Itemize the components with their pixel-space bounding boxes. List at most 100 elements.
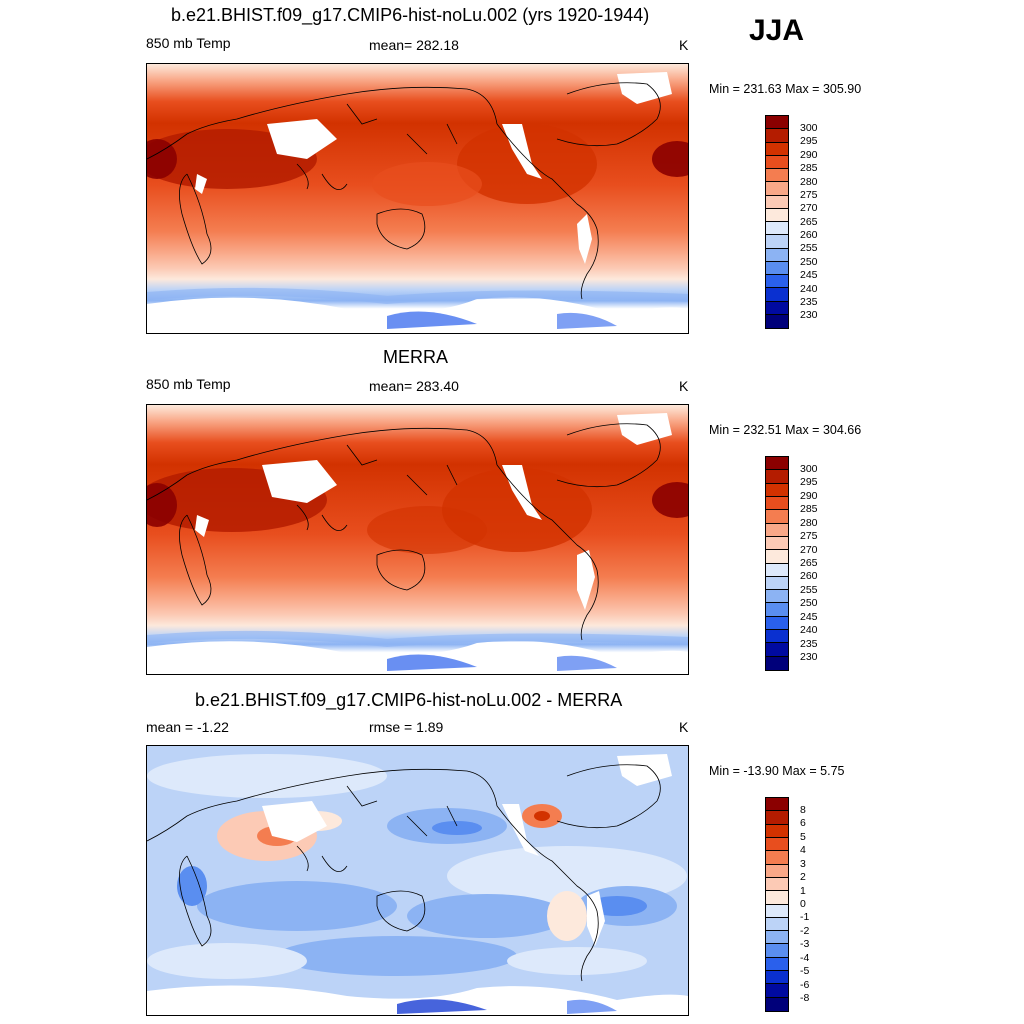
panel1-cbar-label: 235 (800, 296, 818, 308)
panel2-cbar-label: 265 (800, 557, 818, 569)
colorbar-swatch (766, 314, 788, 328)
panel2-cbar-label: 255 (800, 584, 818, 596)
colorbar-swatch (766, 129, 788, 143)
panel1-cbar-label: 250 (800, 256, 818, 268)
panel2-cbar-label: 245 (800, 611, 818, 623)
panel3-cbar-label: -1 (800, 911, 810, 923)
panel2-cbar-label: 235 (800, 638, 818, 650)
panel3-cbar-label: 0 (800, 898, 806, 910)
panel3-colorbar (765, 797, 789, 1012)
panel1-missing-tibet (267, 119, 337, 159)
colorbar-swatch (766, 510, 788, 524)
panel3-cbar-label: -5 (800, 965, 810, 977)
colorbar-swatch (766, 971, 788, 985)
colorbar-swatch (766, 248, 788, 262)
panel1-cbar-label: 295 (800, 135, 818, 147)
colorbar-swatch (766, 155, 788, 169)
panel3-cbar-label: -2 (800, 925, 810, 937)
panel1-cbar-label: 285 (800, 162, 818, 174)
panel2-cbar-label: 230 (800, 651, 818, 663)
panel1-coastlines (147, 82, 661, 300)
panel3-missing-tibet (262, 801, 327, 842)
panel3-map (146, 745, 689, 1016)
colorbar-swatch (766, 837, 788, 852)
colorbar-swatch (766, 917, 788, 932)
panel2-coastlines (147, 423, 661, 641)
colorbar-swatch (766, 142, 788, 156)
panel3-mean-label: mean = -1.22 (146, 719, 229, 735)
colorbar-swatch (766, 643, 788, 657)
colorbar-swatch (766, 590, 788, 604)
panel2-cbar-label: 295 (800, 476, 818, 488)
colorbar-swatch (766, 576, 788, 591)
panel2-cbar-label: 300 (800, 463, 818, 475)
colorbar-swatch (766, 483, 788, 497)
panel3-cbar-label: 3 (800, 858, 806, 870)
colorbar-swatch (766, 877, 788, 892)
colorbar-swatch (766, 275, 788, 289)
colorbar-swatch (766, 656, 788, 670)
colorbar-swatch (766, 301, 788, 315)
panel1-cbar-label: 265 (800, 216, 818, 228)
panel3-cbar-label: -6 (800, 979, 810, 991)
panel3-cbar-label: 6 (800, 817, 806, 829)
panel1-cbar-label: 280 (800, 176, 818, 188)
panel2-cbar-label: 250 (800, 597, 818, 609)
panel3-cbar-label: 1 (800, 885, 806, 897)
panel1-cbar-label: 300 (800, 122, 818, 134)
colorbar-swatch (766, 169, 788, 183)
panel1-cbar-label: 290 (800, 149, 818, 161)
panel3-cbar-label: -3 (800, 938, 810, 950)
panel2-mean-label: mean= 283.40 (369, 378, 459, 394)
panel3-coastlines (147, 764, 661, 982)
colorbar-swatch (766, 182, 788, 196)
panel1-cbar-label: 275 (800, 189, 818, 201)
panel1-cbar-label: 230 (800, 309, 818, 321)
panel1-title: b.e21.BHIST.f09_g17.CMIP6-hist-noLu.002 … (171, 5, 650, 25)
colorbar-swatch (766, 550, 788, 564)
panel1-cbar-label: 255 (800, 242, 818, 254)
panel1-cbar-label: 260 (800, 229, 818, 241)
panel3-cbar-label: 8 (800, 804, 806, 816)
panel2-cbar-label: 275 (800, 530, 818, 542)
colorbar-swatch (766, 235, 788, 249)
panel2-variable-label: 850 mb Temp (146, 376, 231, 392)
colorbar-swatch (766, 261, 788, 275)
panel2-cbar-label: 260 (800, 570, 818, 582)
colorbar-swatch (766, 222, 788, 236)
colorbar-swatch (766, 931, 788, 945)
colorbar-swatch (766, 798, 788, 812)
panel1-units-label: K (679, 37, 689, 53)
panel1-cbar-label: 245 (800, 269, 818, 281)
panel3-units-label: K (679, 719, 689, 735)
panel3-rmse-label: rmse = 1.89 (369, 719, 444, 735)
panel2-cbar-label: 280 (800, 517, 818, 529)
panel2-cbar-label: 285 (800, 503, 818, 515)
colorbar-swatch (766, 997, 788, 1011)
colorbar-swatch (766, 116, 788, 130)
panel3-title: b.e21.BHIST.f09_g17.CMIP6-hist-noLu.002 … (195, 690, 623, 710)
panel2-cbar-label: 240 (800, 624, 818, 636)
panel2-cbar-label: 270 (800, 544, 818, 556)
panel2-missing-tibet (262, 460, 337, 503)
colorbar-swatch (766, 536, 788, 551)
colorbar-swatch (766, 457, 788, 471)
colorbar-swatch (766, 904, 788, 918)
colorbar-swatch (766, 523, 788, 537)
season-label: JJA (749, 14, 805, 47)
panel2-minmax-label: Min = 232.51 Max = 304.66 (709, 423, 862, 437)
panel1-colorbar (765, 115, 789, 329)
colorbar-swatch (766, 616, 788, 631)
colorbar-swatch (766, 288, 788, 302)
panel1-map (146, 63, 689, 334)
panel3-cbar-label: -8 (800, 992, 810, 1004)
colorbar-swatch (766, 195, 788, 209)
panel1-mean-label: mean= 282.18 (369, 37, 459, 53)
colorbar-swatch (766, 630, 788, 644)
colorbar-swatch (766, 864, 788, 878)
panel2-title: MERRA (383, 347, 449, 367)
panel1-cbar-label: 270 (800, 202, 818, 214)
colorbar-swatch (766, 208, 788, 222)
panel3-cbar-label: 4 (800, 844, 806, 856)
colorbar-swatch (766, 957, 788, 972)
